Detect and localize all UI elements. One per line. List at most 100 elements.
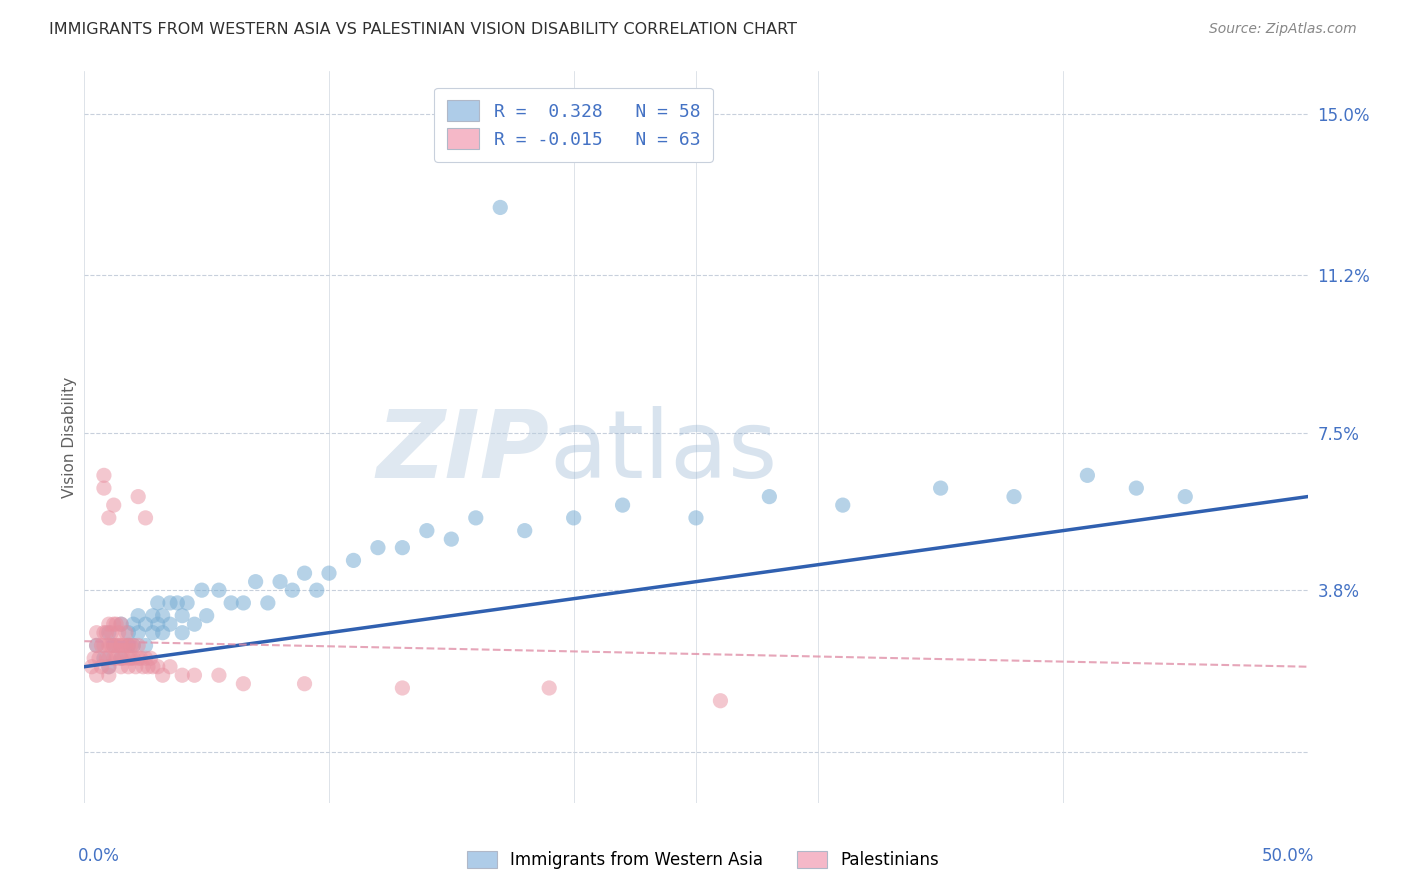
Point bbox=[191, 583, 214, 598]
Text: IMMIGRANTS FROM WESTERN ASIA VS PALESTINIAN VISION DISABILITY CORRELATION CHART: IMMIGRANTS FROM WESTERN ASIA VS PALESTIN… bbox=[49, 22, 797, 37]
Point bbox=[127, 625, 149, 640]
Point bbox=[281, 583, 304, 598]
Point bbox=[100, 625, 122, 640]
Point bbox=[117, 651, 139, 665]
Point bbox=[136, 659, 159, 673]
Point bbox=[103, 639, 125, 653]
Text: atlas: atlas bbox=[550, 406, 778, 498]
Point bbox=[176, 596, 198, 610]
Point bbox=[86, 668, 108, 682]
Point bbox=[103, 498, 125, 512]
Point bbox=[97, 617, 120, 632]
Point bbox=[122, 639, 145, 653]
Point bbox=[100, 639, 122, 653]
Point bbox=[103, 639, 125, 653]
Point bbox=[103, 617, 125, 632]
Point bbox=[1174, 490, 1197, 504]
Point bbox=[294, 677, 316, 691]
Point bbox=[122, 651, 145, 665]
Point bbox=[269, 574, 291, 589]
Point bbox=[135, 639, 157, 653]
Point bbox=[117, 625, 139, 640]
Point bbox=[127, 608, 149, 623]
Text: Source: ZipAtlas.com: Source: ZipAtlas.com bbox=[1209, 22, 1357, 37]
Point bbox=[127, 639, 149, 653]
Point bbox=[416, 524, 439, 538]
Point bbox=[146, 617, 169, 632]
Point bbox=[391, 541, 413, 555]
Point bbox=[80, 659, 103, 673]
Point bbox=[245, 574, 267, 589]
Point bbox=[183, 617, 205, 632]
Point bbox=[97, 659, 120, 673]
Point bbox=[93, 468, 115, 483]
Point bbox=[489, 201, 512, 215]
Point bbox=[159, 659, 181, 673]
Point bbox=[142, 608, 165, 623]
Legend: Immigrants from Western Asia, Palestinians: Immigrants from Western Asia, Palestinia… bbox=[457, 841, 949, 880]
Point bbox=[513, 524, 536, 538]
Point bbox=[172, 668, 194, 682]
Text: 50.0%: 50.0% bbox=[1261, 847, 1313, 864]
Text: 0.0%: 0.0% bbox=[79, 847, 120, 864]
Point bbox=[367, 541, 389, 555]
Point bbox=[152, 625, 174, 640]
Point bbox=[107, 625, 129, 640]
Point bbox=[685, 511, 707, 525]
Point bbox=[125, 659, 148, 673]
Point bbox=[152, 608, 174, 623]
Point bbox=[83, 651, 105, 665]
Point bbox=[172, 625, 194, 640]
Point bbox=[172, 608, 194, 623]
Point bbox=[142, 659, 165, 673]
Point bbox=[112, 639, 135, 653]
Point bbox=[97, 511, 120, 525]
Point bbox=[183, 668, 205, 682]
Point bbox=[538, 681, 561, 695]
Point bbox=[232, 677, 254, 691]
Point bbox=[232, 596, 254, 610]
Point bbox=[105, 617, 128, 632]
Point bbox=[115, 639, 138, 653]
Point bbox=[86, 639, 108, 653]
Point bbox=[107, 639, 129, 653]
Point bbox=[139, 651, 162, 665]
Point bbox=[166, 596, 188, 610]
Point bbox=[129, 651, 152, 665]
Point bbox=[93, 625, 115, 640]
Point bbox=[257, 596, 280, 610]
Point bbox=[440, 532, 463, 546]
Point bbox=[305, 583, 328, 598]
Point bbox=[90, 639, 112, 653]
Point bbox=[152, 668, 174, 682]
Point bbox=[110, 617, 132, 632]
Point bbox=[86, 639, 108, 653]
Point bbox=[142, 625, 165, 640]
Point bbox=[159, 596, 181, 610]
Point bbox=[86, 625, 108, 640]
Point bbox=[195, 608, 218, 623]
Point bbox=[110, 651, 132, 665]
Point bbox=[97, 639, 120, 653]
Point bbox=[464, 511, 486, 525]
Point bbox=[135, 651, 157, 665]
Point bbox=[318, 566, 340, 581]
Point bbox=[391, 681, 413, 695]
Point bbox=[112, 651, 135, 665]
Point bbox=[96, 651, 118, 665]
Point bbox=[135, 617, 157, 632]
Point bbox=[97, 651, 120, 665]
Point bbox=[97, 625, 120, 640]
Point bbox=[93, 481, 115, 495]
Point bbox=[127, 490, 149, 504]
Point bbox=[120, 651, 142, 665]
Point bbox=[117, 639, 139, 653]
Point bbox=[146, 659, 169, 673]
Point bbox=[117, 659, 139, 673]
Point bbox=[110, 617, 132, 632]
Point bbox=[831, 498, 853, 512]
Point bbox=[342, 553, 364, 567]
Point bbox=[105, 651, 128, 665]
Point bbox=[87, 651, 110, 665]
Point bbox=[709, 694, 731, 708]
